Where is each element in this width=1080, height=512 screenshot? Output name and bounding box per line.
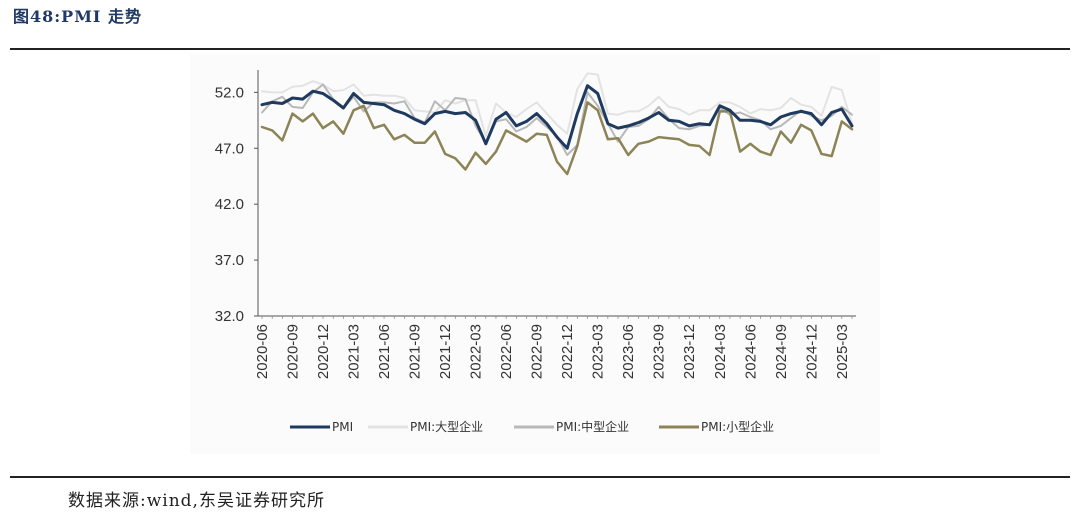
y-tick-label: 32.0 xyxy=(215,308,244,325)
x-tick-label: 2020-12 xyxy=(315,324,332,379)
y-tick-label: 47.0 xyxy=(215,140,244,157)
x-tick-label: 2024-12 xyxy=(803,324,820,379)
x-tick-label: 2021-12 xyxy=(437,324,454,379)
x-tick-label: 2022-03 xyxy=(468,324,485,379)
x-tick-label: 2024-09 xyxy=(773,324,790,379)
x-tick-label: 2021-06 xyxy=(376,324,393,379)
x-tick-label: 2020-06 xyxy=(254,324,271,379)
legend-label: PMI:小型企业 xyxy=(701,419,774,434)
series-line-0 xyxy=(260,84,854,150)
x-tick-label: 2025-03 xyxy=(834,324,851,379)
x-tick-label: 2021-03 xyxy=(346,324,363,379)
legend-label: PMI:中型企业 xyxy=(556,419,629,434)
y-tick-label: 52.0 xyxy=(215,84,244,101)
bottom-rule xyxy=(10,476,1070,478)
x-tick-label: 2023-12 xyxy=(681,324,698,379)
x-tick-label: 2024-06 xyxy=(742,324,759,379)
y-tick-label: 37.0 xyxy=(215,252,244,269)
series-line-3 xyxy=(260,101,854,176)
x-tick-label: 2022-09 xyxy=(529,324,546,379)
x-tick-label: 2020-09 xyxy=(285,324,302,379)
chart-axes: 52.0 47.0 42.0 37.0 32.0 2020-06 2020-09 2020-1… xyxy=(215,70,856,379)
x-tick-label: 2023-06 xyxy=(620,324,637,379)
x-tick-label: 2022-12 xyxy=(559,324,576,379)
x-tick-label: 2023-03 xyxy=(590,324,607,379)
figure-title: 图48:PMI 走势 xyxy=(13,7,142,26)
legend-label: PMI:大型企业 xyxy=(410,419,483,434)
source-note: 数据来源:wind,东吴证券研究所 xyxy=(68,491,325,511)
legend-label: PMI xyxy=(332,420,353,434)
chart-series xyxy=(260,72,854,176)
x-tick-label: 2024-03 xyxy=(712,324,729,379)
chart-legend: PMI PMI:大型企业 PMI:中型企业 PMI:小型企业 xyxy=(290,419,774,434)
y-tick-label: 42.0 xyxy=(215,196,244,213)
top-rule xyxy=(10,48,1070,50)
x-tick-label: 2021-09 xyxy=(407,324,424,379)
x-tick-label: 2023-09 xyxy=(651,324,668,379)
x-tick-label: 2022-06 xyxy=(498,324,515,379)
series-line-1 xyxy=(261,72,853,137)
